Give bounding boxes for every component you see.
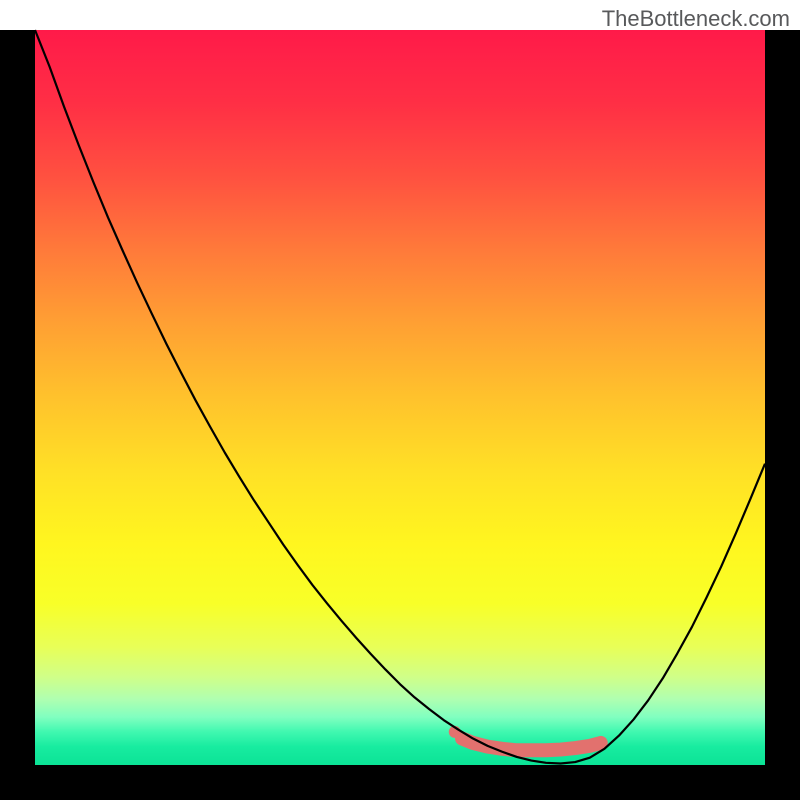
chart-container: TheBottleneck.com — [0, 0, 800, 800]
gradient-background — [35, 30, 765, 765]
bottleneck-curve-chart — [0, 0, 800, 800]
top-margin — [0, 0, 800, 30]
